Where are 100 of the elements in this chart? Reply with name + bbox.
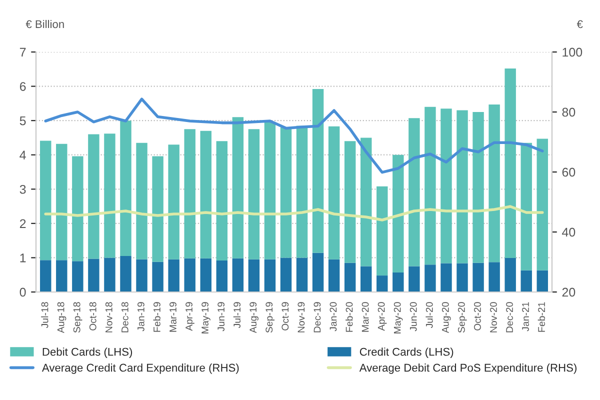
x-tick-label: Sep-19 <box>266 302 274 333</box>
bar <box>520 142 532 270</box>
bar <box>152 262 164 292</box>
bar <box>360 138 372 266</box>
bar <box>408 118 420 266</box>
x-tick-label: Jan-20 <box>330 302 337 332</box>
x-tick-label: May-19 <box>202 302 210 334</box>
x-tick-label: Mar-20 <box>362 302 369 332</box>
y2-axis-title: € <box>576 20 583 28</box>
bar <box>168 144 180 260</box>
bar <box>312 89 324 253</box>
bar <box>200 130 212 258</box>
x-tick-label: Jul-18 <box>41 302 48 328</box>
bar <box>232 258 244 292</box>
x-tick-label: Sep-18 <box>73 302 82 333</box>
bar <box>536 138 548 270</box>
bar <box>168 259 180 292</box>
bar <box>296 126 308 258</box>
bar <box>440 263 452 292</box>
x-tick-label: Dec-18 <box>121 302 128 332</box>
bar <box>360 266 372 292</box>
x-tick-label: Jun-20 <box>410 302 417 332</box>
x-tick-label: Aug-18 <box>57 302 66 334</box>
bar <box>280 127 292 258</box>
x-tick-label: Jul-20 <box>426 302 433 328</box>
y2-tick-label: 20 <box>562 288 576 297</box>
x-tick-label: Jan-19 <box>137 302 144 332</box>
bar <box>376 186 388 276</box>
bar <box>88 134 100 259</box>
bar <box>328 259 340 292</box>
x-tick-label: Nov-20 <box>490 302 497 332</box>
bar <box>56 260 68 292</box>
x-tick-label: Aug-20 <box>442 302 451 334</box>
bar <box>40 140 52 260</box>
bar <box>488 104 500 262</box>
x-tick-label: Jan-21 <box>522 302 529 332</box>
bar <box>152 156 164 262</box>
bar <box>296 258 308 292</box>
legend-label: Credit Cards (LHS) <box>360 348 454 358</box>
bar <box>504 258 516 292</box>
bar <box>376 276 388 292</box>
y2-tick-label: 80 <box>562 108 576 117</box>
x-tick-label: Nov-18 <box>105 302 112 332</box>
bar <box>520 270 532 292</box>
bar <box>248 259 260 292</box>
y-tick-label: 6 <box>20 82 26 91</box>
x-tick-label: Aug-19 <box>250 302 258 334</box>
y-tick-label: 3 <box>20 184 26 194</box>
bar <box>280 258 292 292</box>
bar <box>328 126 340 260</box>
bar <box>200 258 212 292</box>
x-tick-label: Jun-19 <box>218 302 224 332</box>
x-tick-label: Feb-20 <box>346 302 353 332</box>
y-tick-label: 0 <box>20 288 26 297</box>
x-tick-label: Jul-19 <box>233 302 241 328</box>
x-tick-label: Feb-19 <box>153 302 160 332</box>
y-tick-label: 4 <box>20 150 26 160</box>
bar <box>120 120 132 256</box>
y-axis-title: € Billion <box>26 20 64 28</box>
bar <box>456 263 468 292</box>
x-tick-label: Mar-19 <box>170 302 176 332</box>
x-tick-label: Nov-19 <box>298 302 305 332</box>
bar <box>408 266 420 292</box>
legend-label: Average Credit Card Expenditure (RHS) <box>42 364 239 374</box>
x-tick-label: May-20 <box>394 302 403 334</box>
y-tick-label: 5 <box>20 116 26 126</box>
bar <box>232 117 244 258</box>
bar <box>184 129 196 258</box>
bar <box>392 154 404 272</box>
x-tick-label: Dec-19 <box>314 302 321 332</box>
bar <box>424 106 436 265</box>
bar <box>472 262 484 292</box>
bar <box>72 156 84 262</box>
x-tick-label: Sep-20 <box>458 302 467 333</box>
bar <box>40 260 52 292</box>
bar <box>424 264 436 292</box>
x-tick-label: Oct-20 <box>474 302 481 330</box>
bar <box>136 142 148 260</box>
bar <box>344 262 356 292</box>
line-series <box>44 98 544 174</box>
bar <box>248 129 260 260</box>
x-tick-label: Dec-20 <box>506 302 513 332</box>
bar <box>456 110 468 264</box>
bar <box>392 272 404 292</box>
bar <box>344 141 356 263</box>
bar <box>472 112 484 263</box>
bar <box>136 259 148 292</box>
y2-tick-label: 100 <box>562 48 582 57</box>
y-tick-label: 1 <box>20 254 26 262</box>
bar <box>216 260 228 292</box>
bar <box>264 259 276 292</box>
x-tick-label: Feb-21 <box>538 302 545 332</box>
bar <box>120 256 132 292</box>
bar <box>56 144 68 260</box>
x-tick-label: Oct-18 <box>89 302 96 330</box>
x-tick-label: Apr-20 <box>378 302 387 331</box>
legend-label: Debit Cards (LHS) <box>42 348 132 358</box>
legend-label: Average Debit Card PoS Expenditure (RHS) <box>359 364 576 374</box>
y2-tick-label: 60 <box>562 168 576 177</box>
bar <box>216 141 228 260</box>
